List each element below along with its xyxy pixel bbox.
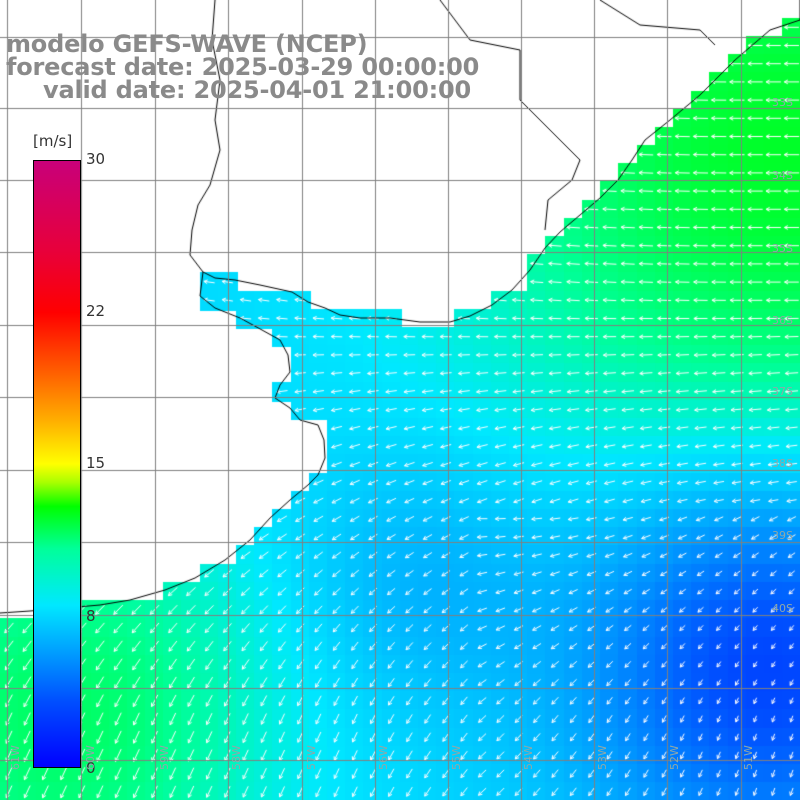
colorbar-tick-30: 30 [86,150,106,168]
lon-label: 59W [158,745,171,770]
lon-label: 54W [522,745,535,770]
lon-label: 52W [668,745,681,770]
lat-label: 36S [772,314,793,327]
lat-label: 37S [772,385,793,398]
lat-label: 34S [772,169,793,182]
colorbar [33,160,81,768]
colorbar-tick-15: 15 [86,454,106,472]
lon-label: 53W [596,745,609,770]
lon-label: 58W [230,745,243,770]
lon-label: 61W [9,745,22,770]
lon-label: 60W [84,745,97,770]
lon-label: 56W [377,745,390,770]
colorbar-tick-22: 22 [86,302,106,320]
forecast-date: forecast date: 2025-03-29 00:00:00 [6,53,480,81]
lat-label: 40S [772,602,793,615]
valid-date: valid date: 2025-04-01 21:00:00 [43,76,471,104]
lon-label: 55W [450,745,463,770]
colorbar-tick-8: 8 [86,607,96,625]
lat-label: 33S [772,96,793,109]
colorbar-units: [m/s] [33,132,73,150]
colorbar-tick-0: 0 [86,759,96,777]
lat-label: 35S [772,242,793,255]
lat-label: 38S [772,457,793,470]
lon-label: 57W [305,745,318,770]
lat-label: 39S [772,529,793,542]
model-title: modelo GEFS-WAVE (NCEP) [6,30,368,58]
lon-label: 51W [742,745,755,770]
